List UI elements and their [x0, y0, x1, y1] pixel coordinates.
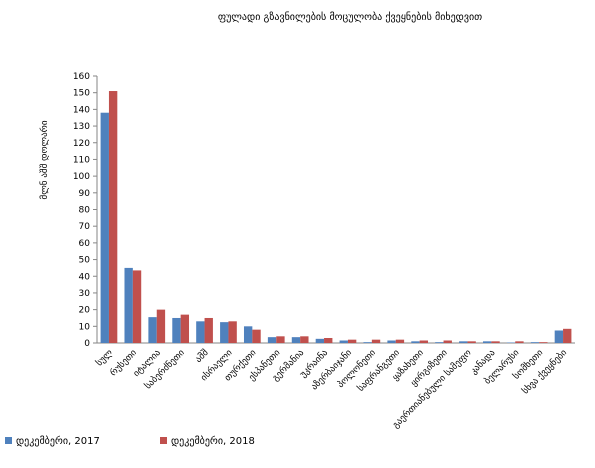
- y-tick-label: 130: [73, 122, 90, 132]
- legend-swatch: [160, 437, 167, 444]
- bar: [108, 91, 118, 343]
- bar: [300, 336, 309, 343]
- y-tick-label: 60: [79, 239, 91, 249]
- y-tick-label: 80: [79, 206, 91, 216]
- bar: [482, 341, 492, 343]
- bar: [243, 326, 253, 343]
- bar: [132, 270, 142, 343]
- bar: [267, 337, 277, 343]
- y-axis-label: მლნ აშშ დოლარი: [39, 120, 50, 199]
- x-tick-label: აზერბაიჯანი: [309, 347, 354, 392]
- bar: [387, 340, 396, 343]
- y-tick-label: 70: [79, 222, 91, 232]
- bar: [124, 267, 133, 343]
- bar: [100, 112, 109, 344]
- bar: [459, 341, 468, 343]
- y-tick-label: 150: [73, 89, 90, 99]
- y-tick-label: 120: [73, 139, 90, 149]
- bar: [363, 342, 372, 343]
- y-tick-label: 110: [73, 155, 90, 165]
- bar: [539, 342, 548, 343]
- y-tick-label: 140: [73, 105, 90, 115]
- bar: [276, 336, 285, 343]
- bar: [315, 338, 325, 343]
- bar: [180, 314, 190, 343]
- bar: [156, 309, 166, 343]
- bar: [467, 341, 476, 343]
- bar: [228, 321, 237, 343]
- bar: [324, 337, 333, 343]
- bar: [419, 340, 429, 343]
- legend-label: დეკემბერი, 2017: [16, 435, 100, 447]
- legend-label: დეკემბერი, 2018: [171, 435, 255, 447]
- legend-swatch: [5, 437, 12, 444]
- bar: [252, 329, 261, 343]
- bar: [491, 341, 500, 343]
- bar: [196, 321, 205, 343]
- bar: [563, 328, 572, 343]
- y-tick-label: 50: [79, 256, 91, 266]
- bar: [371, 339, 381, 343]
- y-tick-label: 30: [79, 289, 91, 299]
- bar: [530, 342, 540, 343]
- bar: [443, 340, 452, 343]
- y-tick-label: 90: [79, 189, 91, 199]
- bar: [339, 340, 348, 343]
- bar: [435, 342, 444, 343]
- x-tick-label: აშშ: [193, 347, 211, 365]
- y-tick-label: 100: [73, 172, 90, 182]
- y-tick-label: 160: [73, 72, 90, 82]
- bar: [347, 339, 357, 343]
- bar: [204, 317, 213, 343]
- y-tick-label: 10: [79, 322, 91, 332]
- bar: [291, 337, 301, 343]
- bar: [411, 341, 420, 343]
- bar: [148, 317, 157, 343]
- bar: [554, 330, 564, 343]
- bar: [515, 341, 524, 343]
- y-tick-label: 0: [84, 339, 90, 349]
- y-tick-label: 40: [79, 272, 91, 282]
- bar: [506, 342, 516, 343]
- bar: [220, 322, 229, 343]
- bar: [395, 339, 405, 343]
- chart-title: ფულადი გზავნილების მოცულობა ქვეყნების მი…: [218, 11, 482, 23]
- x-tick-label: სულ: [94, 347, 115, 368]
- y-tick-label: 20: [79, 306, 91, 316]
- bar: [172, 317, 181, 343]
